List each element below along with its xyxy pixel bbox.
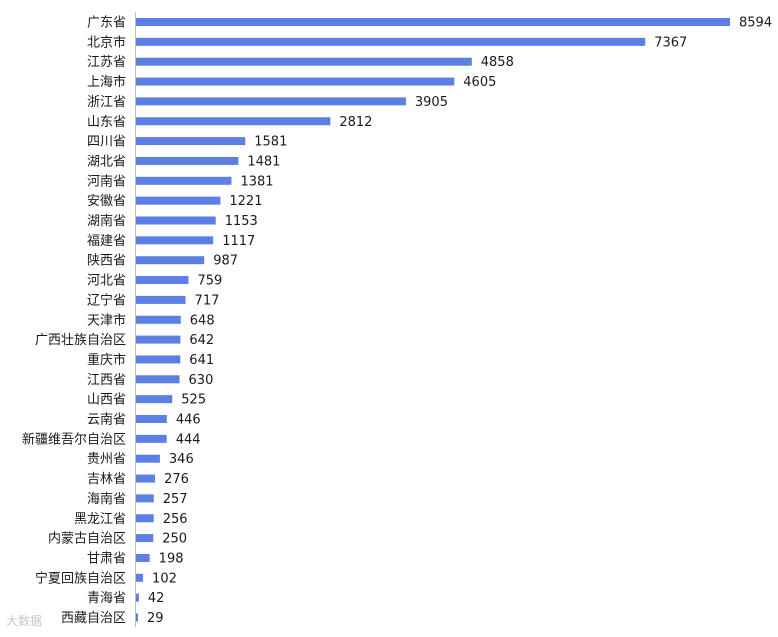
bar xyxy=(136,534,154,543)
category-label: 上海市 xyxy=(87,74,126,90)
category-label: 贵州省 xyxy=(87,452,126,467)
bar xyxy=(136,315,181,324)
bar xyxy=(136,494,154,503)
data-label: 630 xyxy=(189,373,214,388)
category-label: 陕西省 xyxy=(87,254,126,269)
category-label: 江西省 xyxy=(87,373,126,388)
bar xyxy=(136,276,189,285)
bar xyxy=(136,256,205,265)
data-label: 3905 xyxy=(415,95,448,110)
bar xyxy=(136,593,139,602)
data-label: 641 xyxy=(189,353,214,368)
data-label: 1221 xyxy=(229,194,262,209)
data-label: 276 xyxy=(164,472,189,487)
bar xyxy=(136,57,472,66)
data-label: 642 xyxy=(189,333,214,348)
category-label: 黑龙江省 xyxy=(74,512,126,527)
data-label: 256 xyxy=(163,512,188,527)
bar xyxy=(136,553,150,562)
category-label: 内蒙古自治区 xyxy=(48,531,126,547)
category-label: 浙江省 xyxy=(87,95,126,110)
bar xyxy=(136,415,167,423)
data-label: 42 xyxy=(148,591,165,606)
category-label: 湖北省 xyxy=(87,154,126,169)
category-label: 西藏自治区 xyxy=(61,611,126,626)
bar xyxy=(136,18,730,26)
category-label: 青海省 xyxy=(87,591,126,606)
data-label: 7367 xyxy=(654,35,687,50)
category-label: 广西壮族自治区 xyxy=(35,332,126,348)
data-label: 1481 xyxy=(247,154,280,169)
data-label: 257 xyxy=(163,492,188,507)
bar xyxy=(136,216,216,225)
data-label: 4605 xyxy=(463,75,496,90)
data-label: 198 xyxy=(159,551,184,566)
bar xyxy=(136,474,156,483)
bar xyxy=(136,176,232,185)
data-label: 759 xyxy=(197,274,222,289)
category-label: 四川省 xyxy=(87,135,126,150)
category-label: 江苏省 xyxy=(87,54,126,70)
bar xyxy=(136,434,167,443)
bar xyxy=(136,355,181,364)
category-label: 山西省 xyxy=(87,393,126,408)
data-label: 8594 xyxy=(739,16,772,31)
category-label: 天津市 xyxy=(87,312,126,328)
bar xyxy=(136,137,246,146)
bar xyxy=(136,37,646,46)
bar xyxy=(136,514,154,523)
bar xyxy=(136,156,239,165)
bar xyxy=(136,613,139,622)
category-label: 吉林省 xyxy=(87,472,126,487)
data-label: 648 xyxy=(190,313,215,328)
bar xyxy=(136,77,455,86)
category-label: 海南省 xyxy=(87,491,126,507)
category-label: 湖南省 xyxy=(87,213,126,229)
category-label: 福建省 xyxy=(87,234,126,249)
bar xyxy=(136,117,331,126)
category-label: 云南省 xyxy=(87,412,126,428)
bar xyxy=(136,375,180,384)
bar xyxy=(136,335,181,344)
bar xyxy=(136,236,214,245)
data-label: 102 xyxy=(152,571,177,586)
bar xyxy=(136,295,186,304)
data-label: 1581 xyxy=(254,135,287,150)
data-label: 717 xyxy=(195,293,220,308)
bar xyxy=(136,395,173,404)
data-label: 987 xyxy=(213,254,238,269)
data-label: 250 xyxy=(162,532,187,547)
bar xyxy=(136,573,144,582)
data-label: 346 xyxy=(169,452,194,467)
category-label: 新疆维吾尔自治区 xyxy=(22,431,126,447)
category-label: 北京市 xyxy=(87,34,126,50)
data-label: 29 xyxy=(147,611,164,626)
data-label: 4858 xyxy=(481,55,514,70)
bar xyxy=(136,196,221,205)
category-label: 重庆市 xyxy=(87,352,126,368)
data-label: 444 xyxy=(176,432,201,447)
category-label: 辽宁省 xyxy=(87,292,126,308)
data-label: 525 xyxy=(181,393,206,408)
data-label: 1117 xyxy=(222,234,255,249)
category-label: 安徽省 xyxy=(87,194,126,209)
bar xyxy=(136,97,406,106)
category-label: 山东省 xyxy=(87,115,126,130)
bar xyxy=(136,454,160,463)
data-label: 446 xyxy=(176,413,201,428)
category-label: 宁夏回族自治区 xyxy=(35,570,126,586)
data-label: 2812 xyxy=(339,115,372,130)
category-label: 甘肃省 xyxy=(87,551,126,566)
category-label: 河北省 xyxy=(87,274,126,289)
watermark: 大数据 xyxy=(6,614,43,628)
category-label: 广东省 xyxy=(87,16,126,31)
data-label: 1381 xyxy=(240,174,273,189)
category-label: 河南省 xyxy=(87,173,126,189)
data-label: 1153 xyxy=(225,214,258,229)
